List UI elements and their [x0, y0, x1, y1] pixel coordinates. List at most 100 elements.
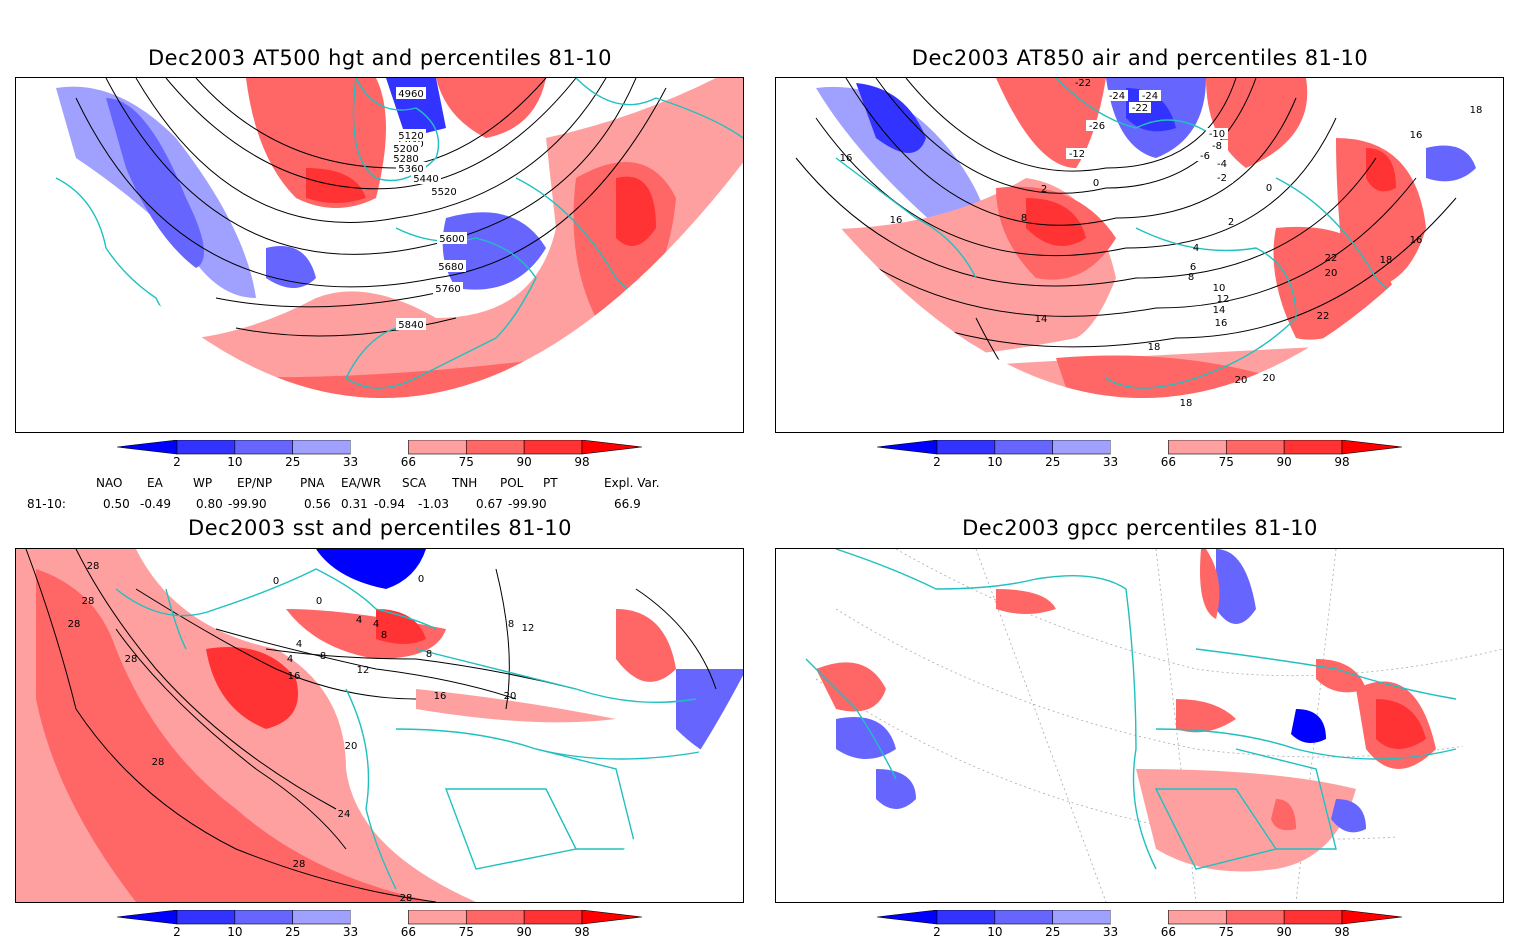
- colorbar-segment: [523, 439, 583, 455]
- index-header: POL: [500, 476, 524, 490]
- index-header: SCA: [402, 476, 427, 490]
- contour-label: 16: [840, 153, 853, 164]
- panel1-title: Dec2003 AT500 hgt and percentiles 81-10: [148, 46, 612, 70]
- colorbar-arrow-high: [581, 439, 643, 455]
- contour-label: 5600: [439, 234, 464, 245]
- contour-label: -24: [1142, 91, 1158, 102]
- contour-label: 12: [1217, 294, 1230, 305]
- index-header: EP/NP: [237, 476, 273, 490]
- contour-label: 14: [1213, 305, 1226, 316]
- colorbar-label: 66: [1161, 455, 1176, 468]
- index-value: 0.50: [103, 497, 130, 511]
- colorbar-label: 10: [987, 925, 1002, 938]
- colorbar-label: 33: [1103, 455, 1118, 468]
- contour-label: 28: [87, 561, 100, 572]
- colorbar-svg: 2 10 25 33 66 75 90 98: [876, 439, 1403, 469]
- colorbar-arrow-low: [116, 909, 178, 925]
- contour-label: 5120: [398, 131, 423, 142]
- colorbar-arrow-high: [581, 909, 643, 925]
- above-normal-region: [206, 647, 298, 729]
- below-normal-region: [856, 83, 926, 153]
- colorbar-segment: [176, 439, 236, 455]
- contour-label: 8: [381, 630, 387, 641]
- contour-label: 22: [1317, 311, 1330, 322]
- contour-label: 0: [316, 596, 322, 607]
- contour-label: 10: [1213, 283, 1226, 294]
- panel1-map: 4960 5040 5120 5200 5280 5360 5440 5520 …: [15, 77, 744, 433]
- below-normal-region: [266, 246, 316, 288]
- panel3-title: Dec2003 sst and percentiles 81-10: [188, 516, 572, 540]
- above-normal-region: [1176, 699, 1236, 733]
- colorbar-label: 25: [1045, 455, 1060, 468]
- colorbar-label: 90: [517, 925, 532, 938]
- contour-label: 4960: [398, 89, 423, 100]
- contour-label: 8: [320, 651, 326, 662]
- colorbar-segment: [1168, 439, 1227, 455]
- contour-label: 14: [1035, 314, 1048, 325]
- above-normal-region: [286, 609, 446, 659]
- colorbar-segment: [408, 439, 467, 455]
- contour-label: -8: [1212, 141, 1222, 152]
- contour-label: 28: [68, 619, 81, 630]
- colorbar-label: 75: [1219, 455, 1234, 468]
- above-normal-region: [1136, 769, 1356, 872]
- colorbar-label: 2: [933, 925, 941, 938]
- contour-label: 22: [1325, 253, 1338, 264]
- contour-label: 8: [508, 619, 514, 630]
- index-value: 0.80: [196, 497, 223, 511]
- colorbar-label: 98: [1334, 455, 1349, 468]
- contour-label: -4: [1217, 159, 1227, 170]
- contour-label: 18: [1148, 342, 1161, 353]
- contour-label: 16: [434, 691, 447, 702]
- colorbar-segment: [1110, 910, 1169, 924]
- colorbar-segment: [1225, 439, 1285, 455]
- colorbar-segment: [994, 439, 1054, 455]
- colorbar-segment: [1283, 439, 1343, 455]
- colorbar-panel2: 2 10 25 33 66 75 90 98: [876, 439, 1403, 469]
- colorbar-label: 10: [227, 925, 242, 938]
- above-normal-region: [616, 609, 676, 682]
- index-header: PT: [543, 476, 558, 490]
- index-value: 0.67: [476, 497, 503, 511]
- contour-label: 28: [125, 654, 138, 665]
- colorbar-label: 98: [574, 925, 589, 938]
- below-normal-region: [1331, 799, 1366, 833]
- colorbar-label: 33: [343, 925, 358, 938]
- contour-label: 16: [288, 671, 301, 682]
- below-normal-region: [316, 549, 426, 589]
- colorbar-label: 75: [459, 925, 474, 938]
- colorbar-label: 75: [1219, 925, 1234, 938]
- contour-label: 4: [356, 615, 362, 626]
- contour-label: 20: [1325, 268, 1338, 279]
- below-normal-region: [1426, 145, 1476, 182]
- colorbar-label: 66: [401, 925, 416, 938]
- contour-label: 5760: [435, 284, 460, 295]
- contour-label: 24: [338, 809, 351, 820]
- below-normal-region: [106, 98, 204, 268]
- contour-label: 20: [504, 691, 517, 702]
- contour-label: 4: [296, 639, 302, 650]
- above-normal-region: [1200, 549, 1220, 619]
- contour-label: 5840: [398, 320, 423, 331]
- contour-label: 0: [273, 576, 279, 587]
- index-header: WP: [193, 476, 213, 490]
- contour-label: 12: [522, 623, 535, 634]
- colorbar-label: 2: [173, 455, 181, 468]
- above-normal-region: [1376, 699, 1426, 749]
- colorbar-segment: [994, 909, 1054, 925]
- contour-label: 28: [82, 596, 95, 607]
- index-header: NAO: [96, 476, 123, 490]
- contour-label: 5440: [413, 174, 438, 185]
- above-normal-region: [616, 176, 656, 246]
- contour-label: 5360: [398, 164, 423, 175]
- contour-label: 16: [1215, 318, 1228, 329]
- contour-labels: 4960 5040 5120 5200 5280 5360 5440 5520 …: [391, 87, 467, 331]
- above-normal-region: [1056, 355, 1276, 398]
- colorbar-segment: [936, 909, 996, 925]
- colorbar-label: 98: [574, 455, 589, 468]
- above-normal-region: [996, 589, 1056, 614]
- below-normal-region: [1216, 549, 1256, 624]
- colorbar-segment: [1052, 909, 1111, 925]
- colorbar-label: 10: [987, 455, 1002, 468]
- above-normal-region: [816, 662, 886, 712]
